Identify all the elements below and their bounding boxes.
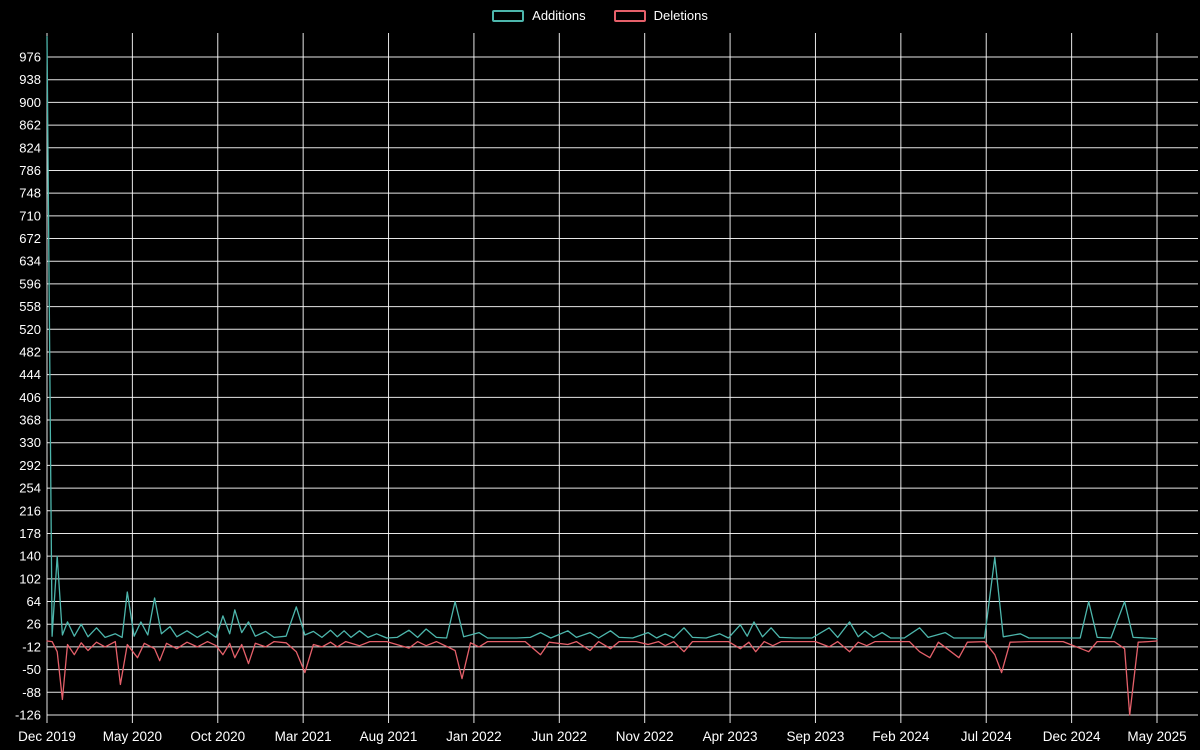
- svg-text:140: 140: [19, 549, 41, 564]
- legend-item-deletions[interactable]: Deletions: [613, 8, 708, 24]
- svg-text:330: 330: [19, 435, 41, 450]
- svg-text:Jan 2022: Jan 2022: [446, 729, 502, 744]
- svg-text:Mar 2021: Mar 2021: [275, 729, 332, 744]
- svg-text:-88: -88: [22, 685, 41, 700]
- svg-text:444: 444: [19, 367, 41, 382]
- svg-text:Aug 2021: Aug 2021: [360, 729, 418, 744]
- svg-text:406: 406: [19, 390, 41, 405]
- svg-text:Dec 2019: Dec 2019: [18, 729, 76, 744]
- svg-text:102: 102: [19, 571, 41, 586]
- legend-item-additions[interactable]: Additions: [492, 8, 586, 24]
- legend-label-additions: Additions: [532, 8, 586, 23]
- svg-text:976: 976: [19, 50, 41, 65]
- svg-text:Feb 2024: Feb 2024: [872, 729, 930, 744]
- svg-text:64: 64: [27, 594, 41, 609]
- legend-swatch-deletions-icon: [613, 10, 646, 22]
- svg-text:-12: -12: [22, 639, 41, 654]
- svg-text:Sep 2023: Sep 2023: [787, 729, 845, 744]
- legend-label-deletions: Deletions: [653, 8, 708, 23]
- chart-legend: Additions Deletions: [0, 8, 1200, 24]
- svg-text:900: 900: [19, 95, 41, 110]
- svg-text:Jun 2022: Jun 2022: [532, 729, 588, 744]
- svg-text:520: 520: [19, 322, 41, 337]
- svg-text:710: 710: [19, 208, 41, 223]
- svg-text:748: 748: [19, 186, 41, 201]
- svg-text:786: 786: [19, 163, 41, 178]
- svg-text:Apr 2023: Apr 2023: [703, 729, 758, 744]
- svg-text:-50: -50: [22, 662, 41, 677]
- svg-text:672: 672: [19, 231, 41, 246]
- svg-text:596: 596: [19, 276, 41, 291]
- svg-text:26: 26: [27, 617, 41, 632]
- svg-text:482: 482: [19, 344, 41, 359]
- svg-text:Jul 2024: Jul 2024: [961, 729, 1013, 744]
- svg-text:634: 634: [19, 254, 41, 269]
- svg-text:862: 862: [19, 118, 41, 133]
- svg-text:Oct 2020: Oct 2020: [190, 729, 245, 744]
- svg-text:-126: -126: [15, 708, 41, 723]
- svg-text:368: 368: [19, 413, 41, 428]
- svg-text:May 2025: May 2025: [1127, 729, 1186, 744]
- svg-text:May 2020: May 2020: [103, 729, 162, 744]
- svg-text:216: 216: [19, 503, 41, 518]
- svg-text:Dec 2024: Dec 2024: [1043, 729, 1101, 744]
- svg-text:938: 938: [19, 72, 41, 87]
- svg-text:292: 292: [19, 458, 41, 473]
- svg-text:254: 254: [19, 481, 41, 496]
- svg-text:Nov 2022: Nov 2022: [616, 729, 674, 744]
- svg-text:824: 824: [19, 140, 41, 155]
- legend-swatch-additions-icon: [492, 10, 525, 22]
- svg-text:558: 558: [19, 299, 41, 314]
- svg-text:178: 178: [19, 526, 41, 541]
